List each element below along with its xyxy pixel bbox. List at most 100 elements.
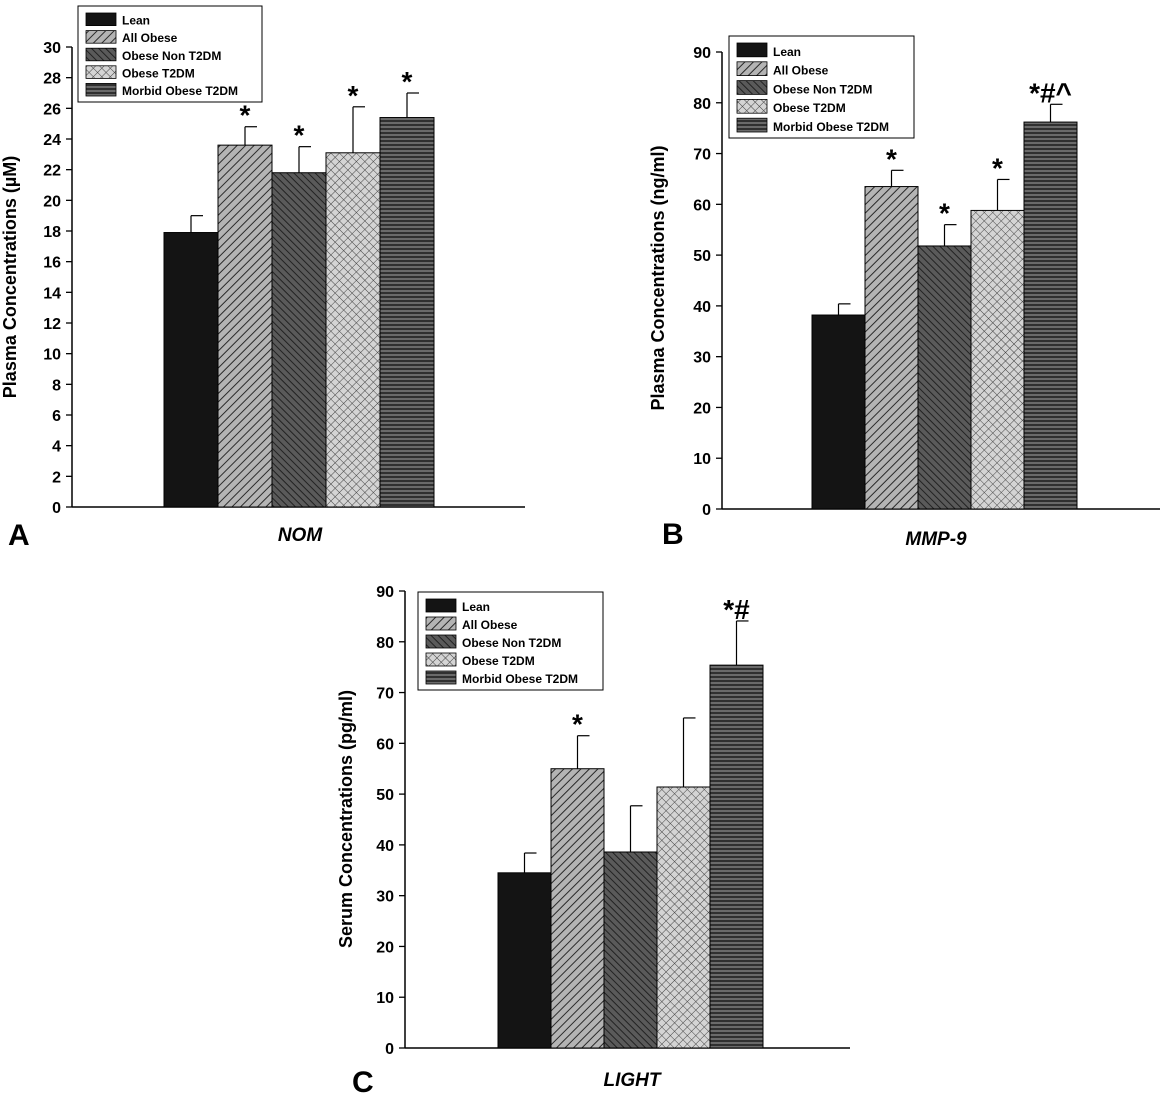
significance-marker-obese-t2dm: *	[992, 152, 1003, 183]
y-tick-label: 20	[43, 193, 61, 210]
bar-all-obese	[864, 186, 919, 510]
bar-obese-non-t2dm	[917, 245, 972, 510]
y-tick-label: 24	[43, 132, 61, 149]
legend-swatch-obese-t2dm	[425, 652, 457, 667]
legend-label-morbid-obese-t2dm: Morbid Obese T2DM	[122, 84, 238, 98]
bar-morbid-obese-t2dm	[709, 664, 764, 1049]
legend-label-lean: Lean	[773, 45, 801, 59]
legend-label-lean: Lean	[462, 600, 490, 614]
panel-b: 0 10 20 30 40 50 60 70 80 90 Plasma Concentrations…	[648, 35, 1160, 551]
y-tick-label: 40	[376, 838, 394, 855]
legend-label-all-obese: All Obese	[122, 31, 178, 45]
y-tick-label: 80	[693, 96, 711, 113]
bar-morbid-obese-t2dm	[1023, 121, 1078, 510]
legend-swatch-lean	[425, 598, 457, 613]
y-tick-label: 0	[702, 502, 711, 519]
y-tick-label: 20	[693, 400, 711, 417]
y-tick-label: 90	[376, 584, 394, 601]
legend-label-obese-non-t2dm: Obese Non T2DM	[773, 82, 872, 96]
legend-label-morbid-obese-t2dm: Morbid Obese T2DM	[773, 120, 889, 134]
bar-all-obese	[550, 768, 605, 1049]
x-category-label: LIGHT	[604, 1070, 662, 1091]
y-tick-label: 50	[376, 787, 394, 804]
y-tick-label: 16	[43, 255, 61, 272]
y-tick-label: 2	[52, 469, 61, 486]
legend-label-obese-t2dm: Obese T2DM	[122, 66, 195, 80]
y-tick-label: 6	[52, 408, 61, 425]
y-tick-label: 30	[376, 889, 394, 906]
bar-obese-t2dm	[325, 152, 381, 508]
significance-marker-obese-non-t2dm: *	[294, 120, 305, 151]
legend-label-all-obese: All Obese	[773, 64, 829, 78]
y-axis-title: Plasma Concentrations (µM)	[0, 156, 20, 398]
legend-label-obese-non-t2dm: Obese Non T2DM	[122, 49, 221, 63]
y-tick-label: 60	[376, 736, 394, 753]
legend-swatch-morbid-obese-t2dm	[736, 117, 768, 133]
bar-morbid-obese-t2dm	[379, 117, 435, 508]
legend: Lean All Obese Obese Non T2DM Obese T2DM Mor…	[77, 5, 263, 103]
bar-obese-non-t2dm	[271, 172, 327, 508]
bar-all-obese	[217, 144, 273, 508]
y-tick-label: 12	[43, 316, 61, 333]
panel-letter: B	[662, 518, 684, 551]
y-axis-title: Serum Concentrations (pg/ml)	[336, 690, 356, 948]
y-tick-label: 80	[376, 635, 394, 652]
legend-label-obese-t2dm: Obese T2DM	[462, 654, 535, 668]
legend-swatch-obese-t2dm	[736, 99, 768, 114]
y-tick-label: 26	[43, 101, 61, 118]
legend-swatch-all-obese	[736, 61, 768, 76]
legend-swatch-morbid-obese-t2dm	[425, 670, 457, 685]
significance-marker-obese-non-t2dm: *	[939, 198, 950, 229]
legend-swatch-morbid-obese-t2dm	[85, 83, 117, 97]
significance-marker-obese-t2dm: *	[348, 80, 359, 111]
significance-marker-all-obese: *	[886, 143, 897, 174]
significance-marker-all-obese: *	[240, 100, 251, 131]
y-tick-label: 90	[693, 45, 711, 62]
y-tick-label: 30	[693, 350, 711, 367]
panel-c: 0 10 20 30 40 50 60 70 80 90 Serum Concentrations …	[336, 584, 850, 1094]
y-tick-label: 14	[43, 285, 61, 302]
panel-letter: C	[352, 1066, 374, 1094]
legend-swatch-obese-non-t2dm	[736, 80, 768, 95]
legend-swatch-obese-non-t2dm	[425, 634, 457, 649]
legend: Lean All Obese Obese Non T2DM Obese T2DM Mor…	[728, 35, 915, 139]
x-category-label: MMP-9	[905, 529, 967, 550]
significance-marker-morbid-obese-t2dm: *#^	[1029, 77, 1072, 108]
y-axis-title: Plasma Concentrations (ng/ml)	[648, 145, 668, 410]
y-tick-label: 60	[693, 197, 711, 214]
significance-marker-all-obese: *	[572, 709, 583, 740]
legend-swatch-all-obese	[425, 616, 457, 631]
y-tick-label: 10	[43, 347, 61, 364]
significance-marker-morbid-obese-t2dm: *#	[723, 594, 750, 625]
y-tick-label: 30	[43, 40, 61, 57]
bar-lean	[163, 232, 219, 508]
legend-label-obese-non-t2dm: Obese Non T2DM	[462, 636, 561, 650]
bar-lean	[497, 872, 552, 1049]
legend-swatch-all-obese	[85, 30, 117, 44]
legend-swatch-obese-non-t2dm	[85, 47, 117, 62]
y-tick-label: 4	[52, 439, 61, 456]
legend-label-lean: Lean	[122, 14, 150, 28]
bar-obese-t2dm	[970, 209, 1025, 510]
y-tick-label: 10	[376, 990, 394, 1007]
bar-obese-non-t2dm	[603, 851, 658, 1049]
bar-obese-t2dm	[656, 786, 711, 1049]
y-tick-label: 28	[43, 71, 61, 88]
legend: Lean All Obese Obese Non T2DM Obese T2DM Mor…	[417, 591, 604, 691]
legend-label-all-obese: All Obese	[462, 618, 518, 632]
y-tick-label: 10	[693, 451, 711, 468]
y-tick-label: 70	[376, 686, 394, 703]
y-tick-label: 0	[385, 1041, 394, 1058]
legend-label-morbid-obese-t2dm: Morbid Obese T2DM	[462, 672, 578, 686]
y-tick-label: 0	[52, 500, 61, 517]
bar-lean	[811, 314, 866, 510]
panel-letter: A	[8, 519, 30, 552]
legend-swatch-obese-t2dm	[85, 65, 117, 79]
y-tick-label: 50	[693, 248, 711, 265]
y-tick-label: 18	[43, 224, 61, 241]
legend-swatch-lean	[736, 42, 768, 58]
significance-marker-morbid-obese-t2dm: *	[402, 66, 413, 97]
legend-swatch-lean	[85, 12, 117, 27]
